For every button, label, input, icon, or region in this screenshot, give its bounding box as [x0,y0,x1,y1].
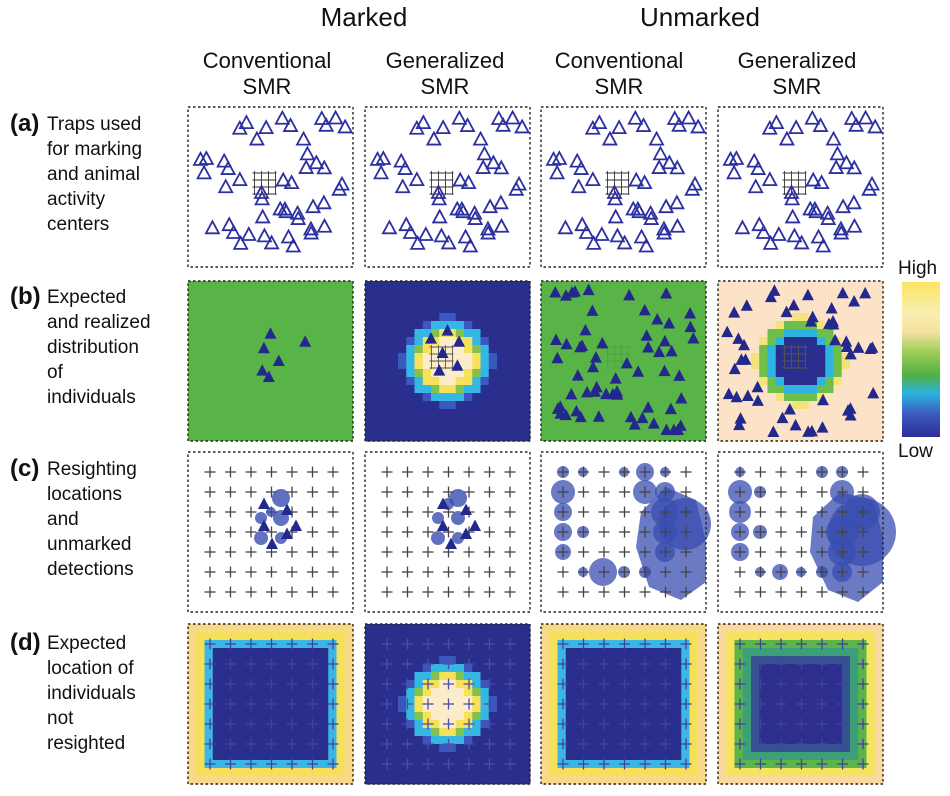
column-label-4-line2: SMR [772,74,822,99]
panel-a-1-frame [187,106,354,268]
panel-c-3-frame [540,451,707,613]
column-label-3: Conventional SMR [534,48,704,100]
row-label-d: (d) [10,629,41,657]
resighting-grid [381,638,516,770]
row-label-c: (c) [10,455,39,483]
legend-color-bar [902,282,940,437]
trap-triangles [723,110,883,253]
row-c-line5: detections [47,559,134,580]
group-label-marked: Marked [320,2,408,32]
marked-detections [431,489,481,549]
trap-triangles [370,110,530,253]
row-c-line2: locations [47,484,122,505]
panel-a-4-frame [717,106,884,268]
resighting-grid [381,466,516,598]
panel-d-4-frame [717,623,884,785]
resighting-grid [557,638,692,770]
row-b-line2: and realized [47,312,151,333]
row-text-d: Expected location of individuals not res… [47,631,136,756]
trap-grid-small [782,171,807,195]
group-label-unmarked: Unmarked [640,2,760,32]
row-a-line3: and animal [47,164,140,185]
marked-detections [254,489,302,549]
trap-grid-small [605,171,630,195]
resighting-grid [204,638,339,770]
column-label-2-line1: Generalized [385,48,505,73]
row-b-line1: Expected [47,287,127,308]
panel-a-3-frame [540,106,707,268]
resighting-grid [557,466,692,598]
resighting-grid [734,638,869,770]
row-letter-a: (a) [10,110,40,137]
panel-d-4-heatmap [718,624,884,785]
column-label-2: Generalized SMR [360,48,530,100]
row-letter-c: (c) [10,455,40,482]
column-label-4: Generalized SMR [712,48,882,100]
row-d-line1: Expected [47,633,127,654]
row-a-line5: centers [47,214,110,235]
panel-c-4-frame [717,451,884,613]
column-label-3-line2: SMR [594,74,644,99]
panel-c-1-frame [187,451,354,613]
row-c-line3: and [47,509,79,530]
row-d-line4: not [47,708,74,729]
legend-low-label: Low [898,441,933,462]
column-label-1-line1: Conventional [202,48,332,73]
row-text-c: Resighting locations and unmarked detect… [47,457,137,582]
column-label-3-line1: Conventional [554,48,684,73]
resighting-grid [734,466,869,598]
column-label-4-line1: Generalized [737,48,857,73]
row-a-line4: activity [47,189,106,210]
column-label-1: Conventional SMR [182,48,352,100]
row-c-line1: Resighting [47,459,137,480]
row-d-line5: resighted [47,733,126,754]
row-c-line4: unmarked [47,534,132,555]
panel-d-1-frame [187,623,354,785]
row-d-line3: individuals [47,683,136,704]
panel-d-3-frame [540,623,707,785]
trap-grid-small [782,345,807,369]
trap-triangles [193,110,353,253]
panel-d-2-frame [364,623,531,785]
row-letter-d: (d) [10,629,41,656]
row-b-line3: distribution [47,337,139,358]
panel-b-1-field [188,281,353,441]
row-text-b: Expected and realized distribution of in… [47,285,151,410]
panel-a-2-frame [364,106,531,268]
row-a-line1: Traps used [47,114,142,135]
panel-b-3-frame [540,280,707,442]
legend-high-label: High [898,258,938,279]
panel-b-1-frame [187,280,354,442]
trap-grid-small [252,171,277,195]
row-label-b: (b) [10,283,41,311]
panel-b-2-heatmap [365,281,531,442]
row-label-a: (a) [10,110,39,138]
row-d-line2: location of [47,658,134,679]
trap-triangles [546,110,706,253]
column-label-2-line2: SMR [420,74,470,99]
panel-c-2-frame [364,451,531,613]
panel-b-2-frame [364,280,531,442]
panel-b-4-frame [717,280,884,442]
row-letter-b: (b) [10,283,41,310]
row-b-line4: of [47,362,63,383]
column-label-1-line2: SMR [242,74,292,99]
row-text-a: Traps used for marking and animal activi… [47,112,142,237]
row-b-line5: individuals [47,387,136,408]
row-a-line2: for marking [47,139,143,160]
